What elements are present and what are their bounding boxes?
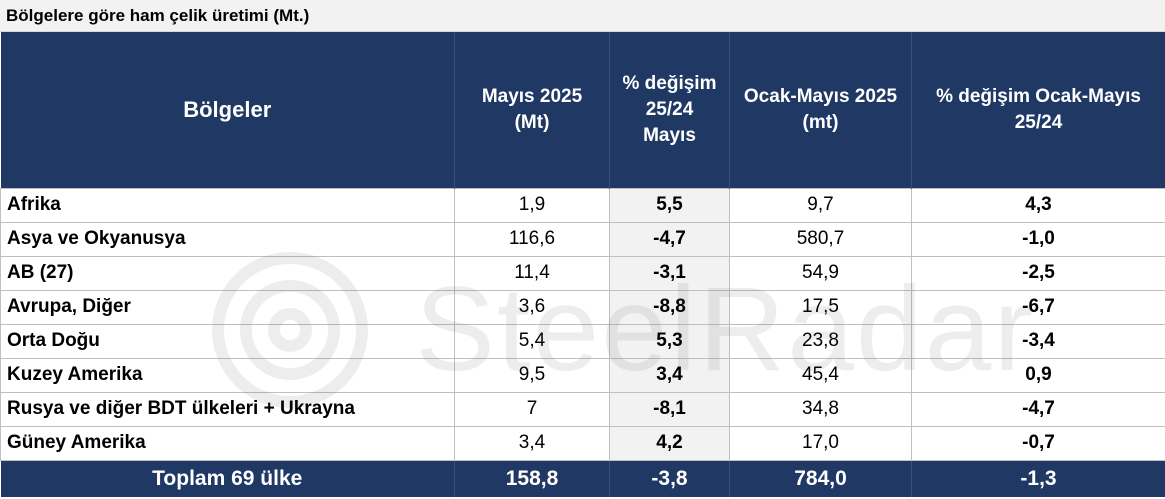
ytd-value: 17,0 — [729, 425, 912, 461]
pct-ytd-value: 0,9 — [911, 357, 1165, 393]
pct-ytd-value: -6,7 — [911, 289, 1165, 325]
header-may-line2: (Mt) — [514, 111, 550, 133]
pct-may-value: -8,1 — [609, 391, 730, 427]
region-name: Rusya ve diğer BDT ülkeleri + Ukrayna — [0, 391, 455, 427]
table-row: Avrupa, Diğer 3,6 -8,8 17,5 -6,7 — [0, 289, 1165, 325]
pct-ytd-value: -0,7 — [911, 425, 1165, 461]
header-pct-may-line3: Mayıs — [643, 124, 696, 146]
ytd-value: 23,8 — [729, 323, 912, 359]
header-pct-ytd: % değişim Ocak-Mayıs 25/24 — [911, 32, 1165, 188]
table-row: Orta Doğu 5,4 5,3 23,8 -3,4 — [0, 323, 1165, 359]
pct-ytd-value: -1,0 — [911, 221, 1165, 257]
pct-ytd-value: -2,5 — [911, 255, 1165, 291]
table-row: Kuzey Amerika 9,5 3,4 45,4 0,9 — [0, 357, 1165, 393]
may-value: 3,4 — [454, 425, 610, 461]
region-name: Orta Doğu — [0, 323, 455, 359]
header-ytd-line2: (mt) — [802, 111, 839, 133]
pct-may-value: -3,1 — [609, 255, 730, 291]
table-footer: Toplam 69 ülke 158,8 -3,8 784,0 -1,3 — [0, 460, 1165, 497]
total-pct-ytd: -1,3 — [911, 460, 1165, 497]
ytd-value: 34,8 — [729, 391, 912, 427]
total-row: Toplam 69 ülke 158,8 -3,8 784,0 -1,3 — [0, 460, 1165, 497]
ytd-value: 45,4 — [729, 357, 912, 393]
table-caption: Bölgelere göre ham çelik üretimi (Mt.) — [0, 0, 1165, 32]
total-ytd: 784,0 — [729, 460, 912, 497]
header-region: Bölgeler — [0, 32, 455, 188]
header-ytd-line1: Ocak-Mayıs 2025 — [743, 86, 898, 108]
pct-may-value: 5,3 — [609, 323, 730, 359]
region-name: Asya ve Okyanusya — [0, 221, 455, 257]
table-body: Afrika 1,9 5,5 9,7 4,3 Asya ve Okyanusya… — [0, 187, 1165, 461]
header-pct-ytd-line2: 25/24 — [1014, 111, 1063, 133]
header-pct-may: % değişim 25/24 Mayıs — [609, 32, 730, 188]
steel-production-table: Bölgeler Mayıs 2025 (Mt) % değişim 25/24… — [0, 32, 1165, 497]
header-pct-may-line1: % değişim — [622, 73, 717, 95]
region-name: Kuzey Amerika — [0, 357, 455, 393]
total-may: 158,8 — [454, 460, 610, 497]
table-row: Rusya ve diğer BDT ülkeleri + Ukrayna 7 … — [0, 391, 1165, 427]
region-name: Afrika — [0, 187, 455, 223]
pct-ytd-value: -4,7 — [911, 391, 1165, 427]
may-value: 3,6 — [454, 289, 610, 325]
may-value: 9,5 — [454, 357, 610, 393]
may-value: 116,6 — [454, 221, 610, 257]
header-ytd: Ocak-Mayıs 2025 (mt) — [729, 32, 912, 188]
pct-ytd-value: 4,3 — [911, 187, 1165, 223]
may-value: 1,9 — [454, 187, 610, 223]
region-name: AB (27) — [0, 255, 455, 291]
header-may-2025: Mayıs 2025 (Mt) — [454, 32, 610, 188]
may-value: 7 — [454, 391, 610, 427]
total-label: Toplam 69 ülke — [0, 460, 455, 497]
table-row: Afrika 1,9 5,5 9,7 4,3 — [0, 187, 1165, 223]
ytd-value: 580,7 — [729, 221, 912, 257]
table-row: Asya ve Okyanusya 116,6 -4,7 580,7 -1,0 — [0, 221, 1165, 257]
header-pct-ytd-line1: % değişim Ocak-Mayıs — [936, 86, 1141, 108]
header-may-line1: Mayıs 2025 — [481, 86, 583, 108]
pct-may-value: 3,4 — [609, 357, 730, 393]
total-pct-may: -3,8 — [609, 460, 730, 497]
ytd-value: 9,7 — [729, 187, 912, 223]
pct-may-value: -8,8 — [609, 289, 730, 325]
ytd-value: 17,5 — [729, 289, 912, 325]
may-value: 11,4 — [454, 255, 610, 291]
header-pct-may-line2: 25/24 — [645, 98, 694, 120]
pct-may-value: 4,2 — [609, 425, 730, 461]
region-name: Güney Amerika — [0, 425, 455, 461]
pct-ytd-value: -3,4 — [911, 323, 1165, 359]
may-value: 5,4 — [454, 323, 610, 359]
table-row: AB (27) 11,4 -3,1 54,9 -2,5 — [0, 255, 1165, 291]
region-name: Avrupa, Diğer — [0, 289, 455, 325]
pct-may-value: -4,7 — [609, 221, 730, 257]
pct-may-value: 5,5 — [609, 187, 730, 223]
table-row: Güney Amerika 3,4 4,2 17,0 -0,7 — [0, 425, 1165, 461]
ytd-value: 54,9 — [729, 255, 912, 291]
table-header: Bölgeler Mayıs 2025 (Mt) % değişim 25/24… — [0, 32, 1165, 188]
